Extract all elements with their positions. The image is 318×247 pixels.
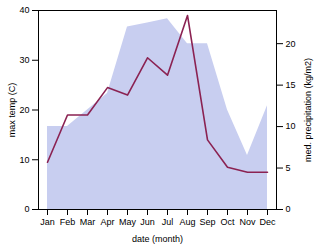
svg-text:Dec: Dec [259,217,276,227]
svg-text:Oct: Oct [220,217,235,227]
svg-text:0: 0 [286,204,291,214]
svg-text:Feb: Feb [60,217,76,227]
svg-text:10: 10 [19,155,29,165]
svg-text:Sep: Sep [199,217,215,227]
svg-text:Apr: Apr [100,217,114,227]
svg-text:20: 20 [19,105,29,115]
svg-text:40: 40 [19,5,29,15]
svg-text:Aug: Aug [179,217,195,227]
svg-text:date (month): date (month) [132,234,183,244]
svg-text:Jan: Jan [40,217,55,227]
svg-text:Nov: Nov [239,217,256,227]
svg-text:10: 10 [286,121,296,131]
svg-text:0: 0 [24,204,29,214]
svg-text:15: 15 [286,80,296,90]
svg-text:med. precipitation (kg/m2): med. precipitation (kg/m2) [303,58,313,162]
svg-text:May: May [119,217,137,227]
svg-text:max temp (C): max temp (C) [7,83,17,138]
svg-text:Jul: Jul [162,217,174,227]
svg-text:20: 20 [286,39,296,49]
svg-text:Jun: Jun [140,217,155,227]
svg-text:30: 30 [19,55,29,65]
svg-text:Mar: Mar [80,217,96,227]
svg-text:5: 5 [286,163,291,173]
